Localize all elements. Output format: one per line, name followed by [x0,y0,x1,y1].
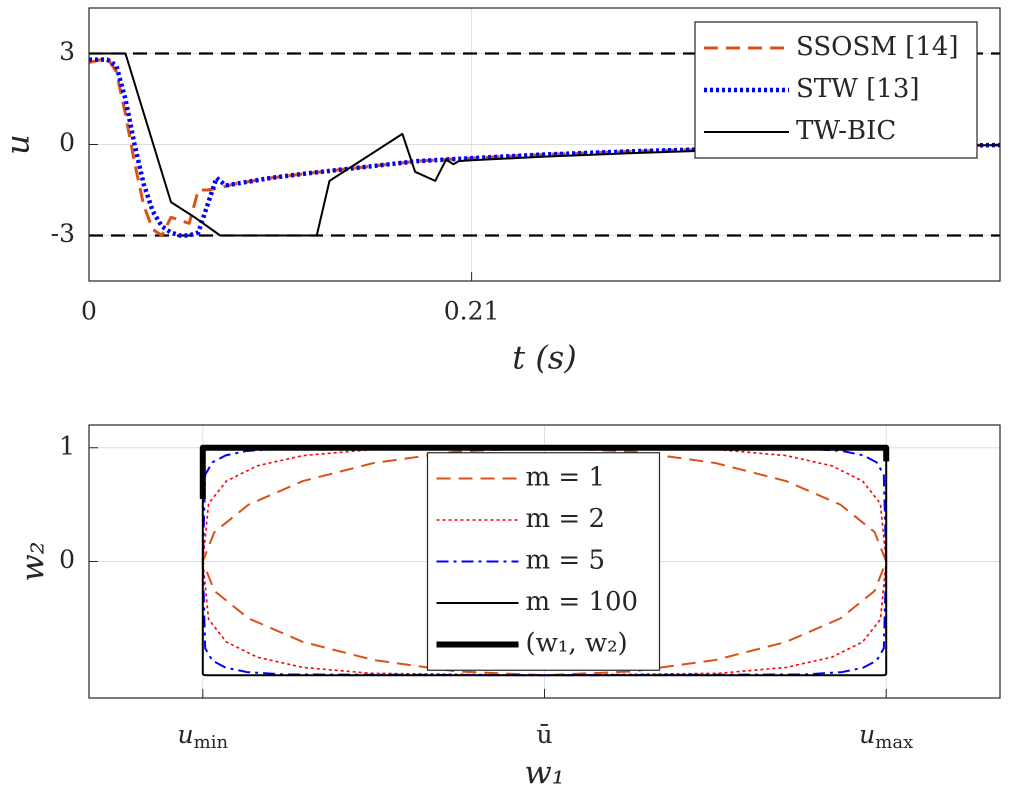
x-tick-text: u [178,720,194,749]
x-tick-label: umax [859,720,913,754]
y-tick-label: 0 [59,545,75,574]
legend-label: STW [13] [796,74,920,104]
y-axis-label: u [0,134,37,155]
x-tick-text: u [859,720,875,749]
axes-frame [88,7,1001,282]
x-tick-subscript: max [875,732,913,753]
y-tick-label: 1 [59,431,75,460]
y-axis-label: w₂ [14,541,52,581]
x-axis-label: w₁ [524,754,564,792]
x-tick-text: ū [536,720,552,749]
legend-label: m = 5 [526,546,606,576]
legend-label: m = 2 [526,504,606,534]
x-tick-label: 0 [81,297,97,326]
legend-label: m = 100 [526,587,639,617]
y-tick-label: 0 [59,128,75,157]
x-axis-label: t (s) [512,339,576,377]
legend-label: SSOSM [14] [796,32,959,62]
series-line [199,444,890,499]
x-tick-label: 0.21 [444,297,500,326]
legend-label: m = 1 [526,463,606,493]
legend-label: TW-BIC [796,116,896,146]
series-line [201,446,888,677]
y-tick-label: -3 [51,219,75,248]
legend-label: (w₁, w₂) [526,629,628,659]
x-tick-label: ū [536,720,552,749]
x-tick-subscript: min [194,732,229,753]
series-line [201,446,888,677]
axes-frame [88,424,1001,699]
y-tick-label: 3 [59,37,75,66]
x-tick-label: umin [178,720,229,754]
